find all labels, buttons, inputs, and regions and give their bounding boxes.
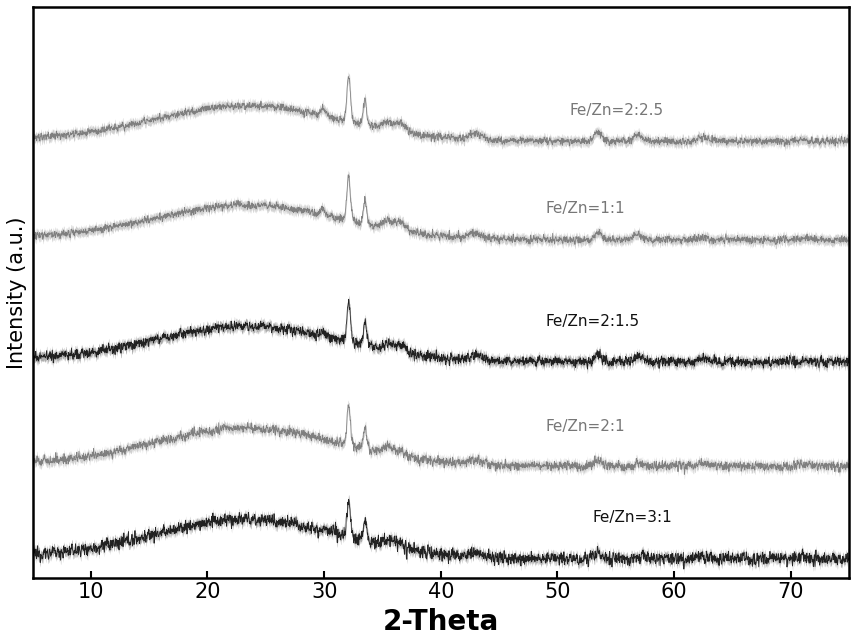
Y-axis label: Intensity (a.u.): Intensity (a.u.) [7, 216, 27, 368]
Text: Fe/Zn=2:1.5: Fe/Zn=2:1.5 [546, 314, 640, 329]
Text: Fe/Zn=2:2.5: Fe/Zn=2:2.5 [569, 104, 663, 118]
X-axis label: 2-Theta: 2-Theta [383, 608, 499, 636]
Text: Fe/Zn=2:1: Fe/Zn=2:1 [546, 419, 626, 433]
Text: Fe/Zn=1:1: Fe/Zn=1:1 [546, 201, 626, 216]
Text: Fe/Zn=3:1: Fe/Zn=3:1 [592, 509, 672, 525]
